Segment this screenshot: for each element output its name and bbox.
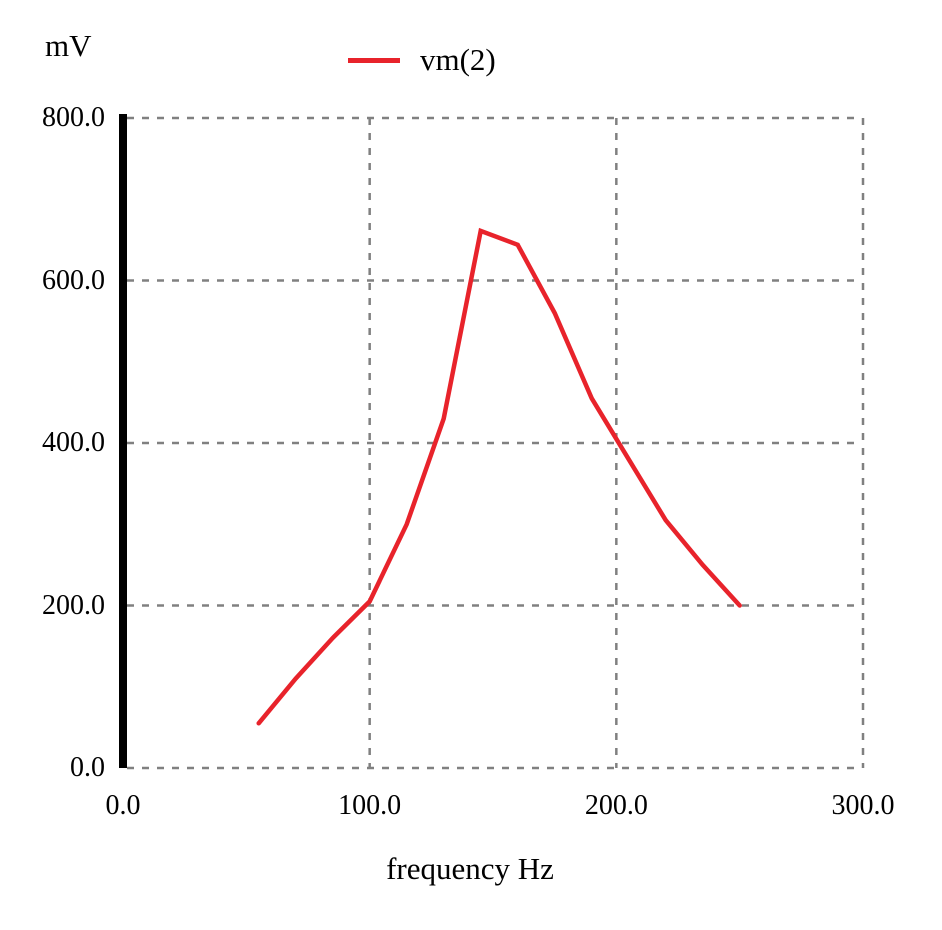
x-tick-label-100.0: 100.0 bbox=[338, 790, 402, 821]
x-tick-label-200.0: 200.0 bbox=[584, 790, 648, 821]
x-tick-label-300.0: 300.0 bbox=[831, 790, 895, 821]
legend: vm(2) bbox=[348, 42, 496, 78]
y-tick-label-600.0: 600.0 bbox=[42, 264, 105, 296]
y-tick-label-200.0: 200.0 bbox=[42, 589, 105, 621]
legend-line-swatch bbox=[348, 57, 400, 63]
y-tick-label-400.0: 400.0 bbox=[42, 427, 105, 458]
y-axis-unit-label: mV bbox=[45, 28, 92, 63]
y-tick-label-0.0: 0.0 bbox=[70, 752, 105, 783]
x-tick-label-0.0: 0.0 bbox=[105, 790, 141, 821]
y-axis-bar bbox=[119, 114, 127, 768]
legend-series-label: vm(2) bbox=[420, 42, 496, 77]
series-curve-vm(2) bbox=[256, 227, 742, 726]
x-axis-title: frequency Hz bbox=[386, 851, 554, 886]
y-tick-label-800.0: 800.0 bbox=[42, 102, 105, 133]
